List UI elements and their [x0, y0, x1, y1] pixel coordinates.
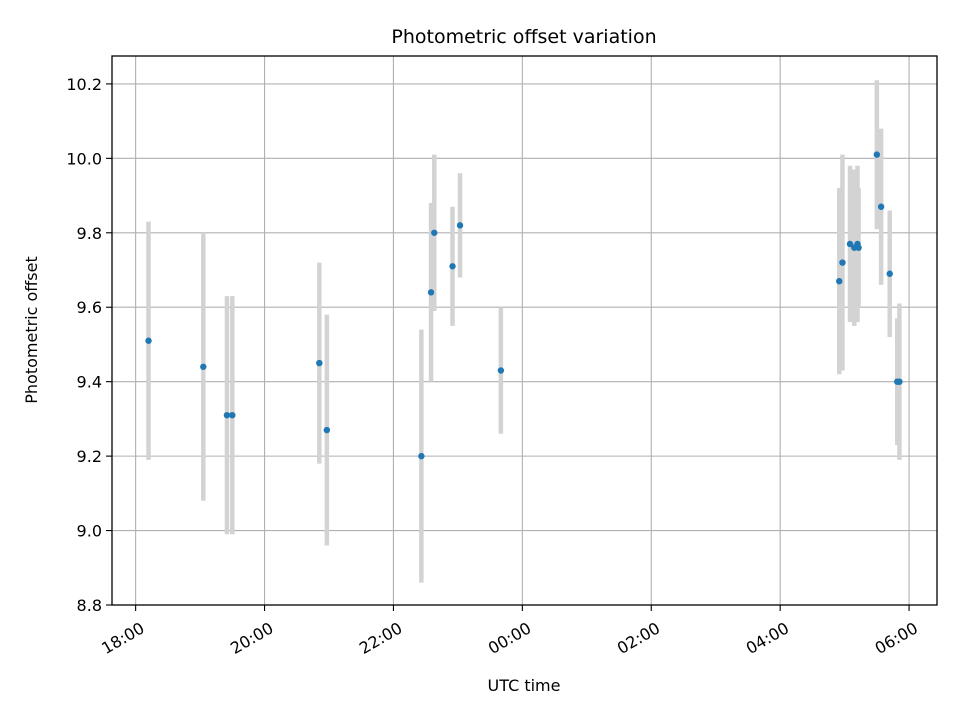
data-point	[497, 367, 505, 374]
y-tick-label: 9.4	[77, 373, 102, 392]
data-point	[855, 244, 862, 251]
error-bars	[146, 80, 902, 583]
data-point	[896, 378, 903, 385]
data-point	[200, 363, 207, 370]
y-axis-ticks: 8.8 9.0 9.2 9.4 9.6 9.8 10.0 10.2	[66, 75, 112, 615]
x-tick-label: 04:00	[743, 618, 792, 658]
y-tick-label: 10.2	[66, 75, 102, 94]
x-tick-label: 20:00	[227, 618, 276, 658]
chart-title: Photometric offset variation	[391, 26, 656, 48]
plot-frame	[111, 55, 938, 606]
data-point	[877, 203, 885, 210]
y-axis-label: Photometric offset	[22, 256, 41, 404]
y-tick-label: 9.0	[77, 522, 102, 541]
x-tick-label: 18:00	[98, 618, 147, 658]
x-tick-label: 00:00	[485, 618, 534, 658]
data-points	[145, 151, 903, 460]
data-point	[229, 411, 236, 419]
data-point	[431, 229, 438, 236]
x-tick-label: 06:00	[872, 618, 921, 658]
y-tick-label: 9.6	[77, 298, 102, 317]
data-point	[223, 411, 231, 419]
data-point	[323, 426, 331, 434]
data-point	[836, 277, 843, 285]
data-point	[839, 259, 846, 266]
data-point	[427, 289, 435, 296]
x-tick-label: 02:00	[614, 618, 663, 658]
data-point	[456, 222, 464, 229]
x-axis-label: UTC time	[488, 676, 561, 695]
y-tick-label: 10.0	[66, 149, 102, 168]
data-point	[145, 337, 152, 344]
x-tick-label: 22:00	[356, 618, 405, 658]
data-point	[886, 270, 893, 277]
data-point	[418, 452, 425, 460]
x-axis-ticks: 18:00 20:00 22:00 00:00 02:00 04:00 06:00	[98, 605, 921, 658]
y-tick-label: 9.2	[77, 447, 102, 466]
data-point	[449, 263, 456, 270]
gridlines	[112, 56, 937, 606]
y-tick-label: 8.8	[77, 596, 102, 615]
y-tick-label: 9.8	[77, 224, 102, 243]
data-point	[873, 151, 881, 158]
data-point	[316, 359, 323, 367]
data-point	[846, 240, 854, 248]
